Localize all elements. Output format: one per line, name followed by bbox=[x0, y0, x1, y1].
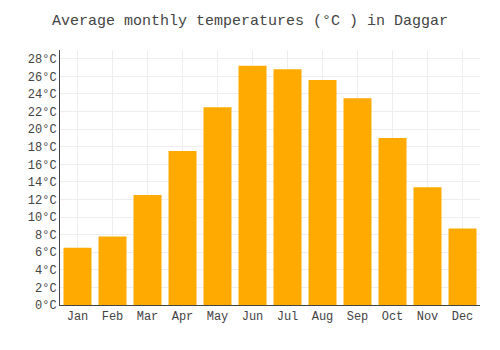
svg-text:Jul: Jul bbox=[277, 310, 299, 324]
svg-text:12°C: 12°C bbox=[28, 194, 57, 208]
svg-text:24°C: 24°C bbox=[28, 88, 57, 102]
svg-text:2°C: 2°C bbox=[35, 282, 57, 296]
svg-text:Mar: Mar bbox=[137, 310, 159, 324]
svg-text:20°C: 20°C bbox=[28, 123, 57, 137]
svg-text:26°C: 26°C bbox=[28, 71, 57, 85]
svg-text:Jan: Jan bbox=[67, 310, 89, 324]
svg-text:0°C: 0°C bbox=[35, 299, 57, 313]
svg-text:Sep: Sep bbox=[347, 310, 369, 324]
svg-text:28°C: 28°C bbox=[28, 53, 57, 67]
svg-text:8°C: 8°C bbox=[35, 229, 57, 243]
svg-text:Nov: Nov bbox=[417, 310, 439, 324]
svg-text:6°C: 6°C bbox=[35, 246, 57, 260]
svg-text:Dec: Dec bbox=[452, 310, 474, 324]
svg-text:Jun: Jun bbox=[242, 310, 264, 324]
svg-text:Average monthly temperatures (: Average monthly temperatures (°C ) in Da… bbox=[52, 13, 448, 30]
svg-text:18°C: 18°C bbox=[28, 141, 57, 155]
svg-text:4°C: 4°C bbox=[35, 264, 57, 278]
svg-text:May: May bbox=[207, 310, 229, 324]
svg-text:Feb: Feb bbox=[102, 310, 124, 324]
svg-text:22°C: 22°C bbox=[28, 106, 57, 120]
svg-text:Aug: Aug bbox=[312, 310, 334, 324]
svg-text:Apr: Apr bbox=[172, 310, 194, 324]
svg-text:14°C: 14°C bbox=[28, 176, 57, 190]
svg-text:16°C: 16°C bbox=[28, 159, 57, 173]
svg-text:10°C: 10°C bbox=[28, 211, 57, 225]
svg-text:Oct: Oct bbox=[382, 310, 404, 324]
